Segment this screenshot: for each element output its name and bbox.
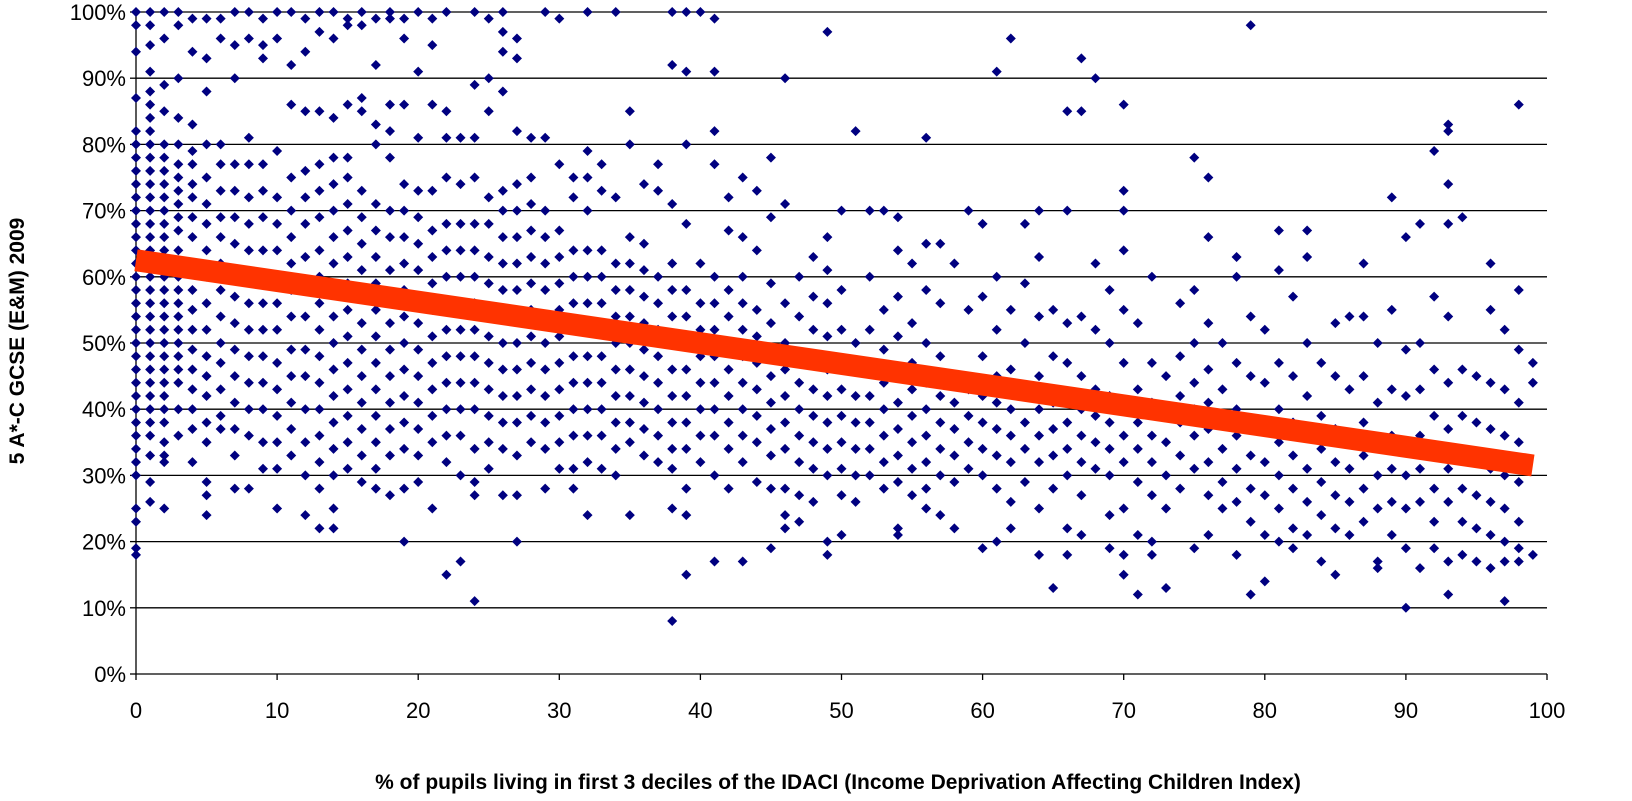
y-tick-label: 10% xyxy=(82,596,126,621)
x-tick-label: 40 xyxy=(688,698,712,723)
x-tick-label: 100 xyxy=(1529,698,1566,723)
y-tick-label: 90% xyxy=(82,66,126,91)
y-tick-label: 0% xyxy=(94,662,126,687)
x-tick-label: 10 xyxy=(265,698,289,723)
x-tick-label: 30 xyxy=(547,698,571,723)
y-axis-title: 5 A*-C GCSE (E&M) 2009 xyxy=(6,218,29,465)
y-tick-label: 20% xyxy=(82,530,126,555)
y-tick-label: 50% xyxy=(82,331,126,356)
x-tick-label: 90 xyxy=(1394,698,1418,723)
x-tick-label: 0 xyxy=(130,698,142,723)
y-tick-label: 60% xyxy=(82,265,126,290)
x-tick-label: 60 xyxy=(970,698,994,723)
y-tick-label: 70% xyxy=(82,199,126,224)
y-tick-label: 80% xyxy=(82,132,126,157)
y-tick-label: 100% xyxy=(70,0,126,25)
x-tick-label: 70 xyxy=(1111,698,1135,723)
y-tick-label: 40% xyxy=(82,397,126,422)
x-axis-title: % of pupils living in first 3 deciles of… xyxy=(375,771,1301,794)
x-tick-label: 20 xyxy=(406,698,430,723)
y-tick-label: 30% xyxy=(82,463,126,488)
x-tick-label: 50 xyxy=(829,698,853,723)
x-tick-label: 80 xyxy=(1253,698,1277,723)
